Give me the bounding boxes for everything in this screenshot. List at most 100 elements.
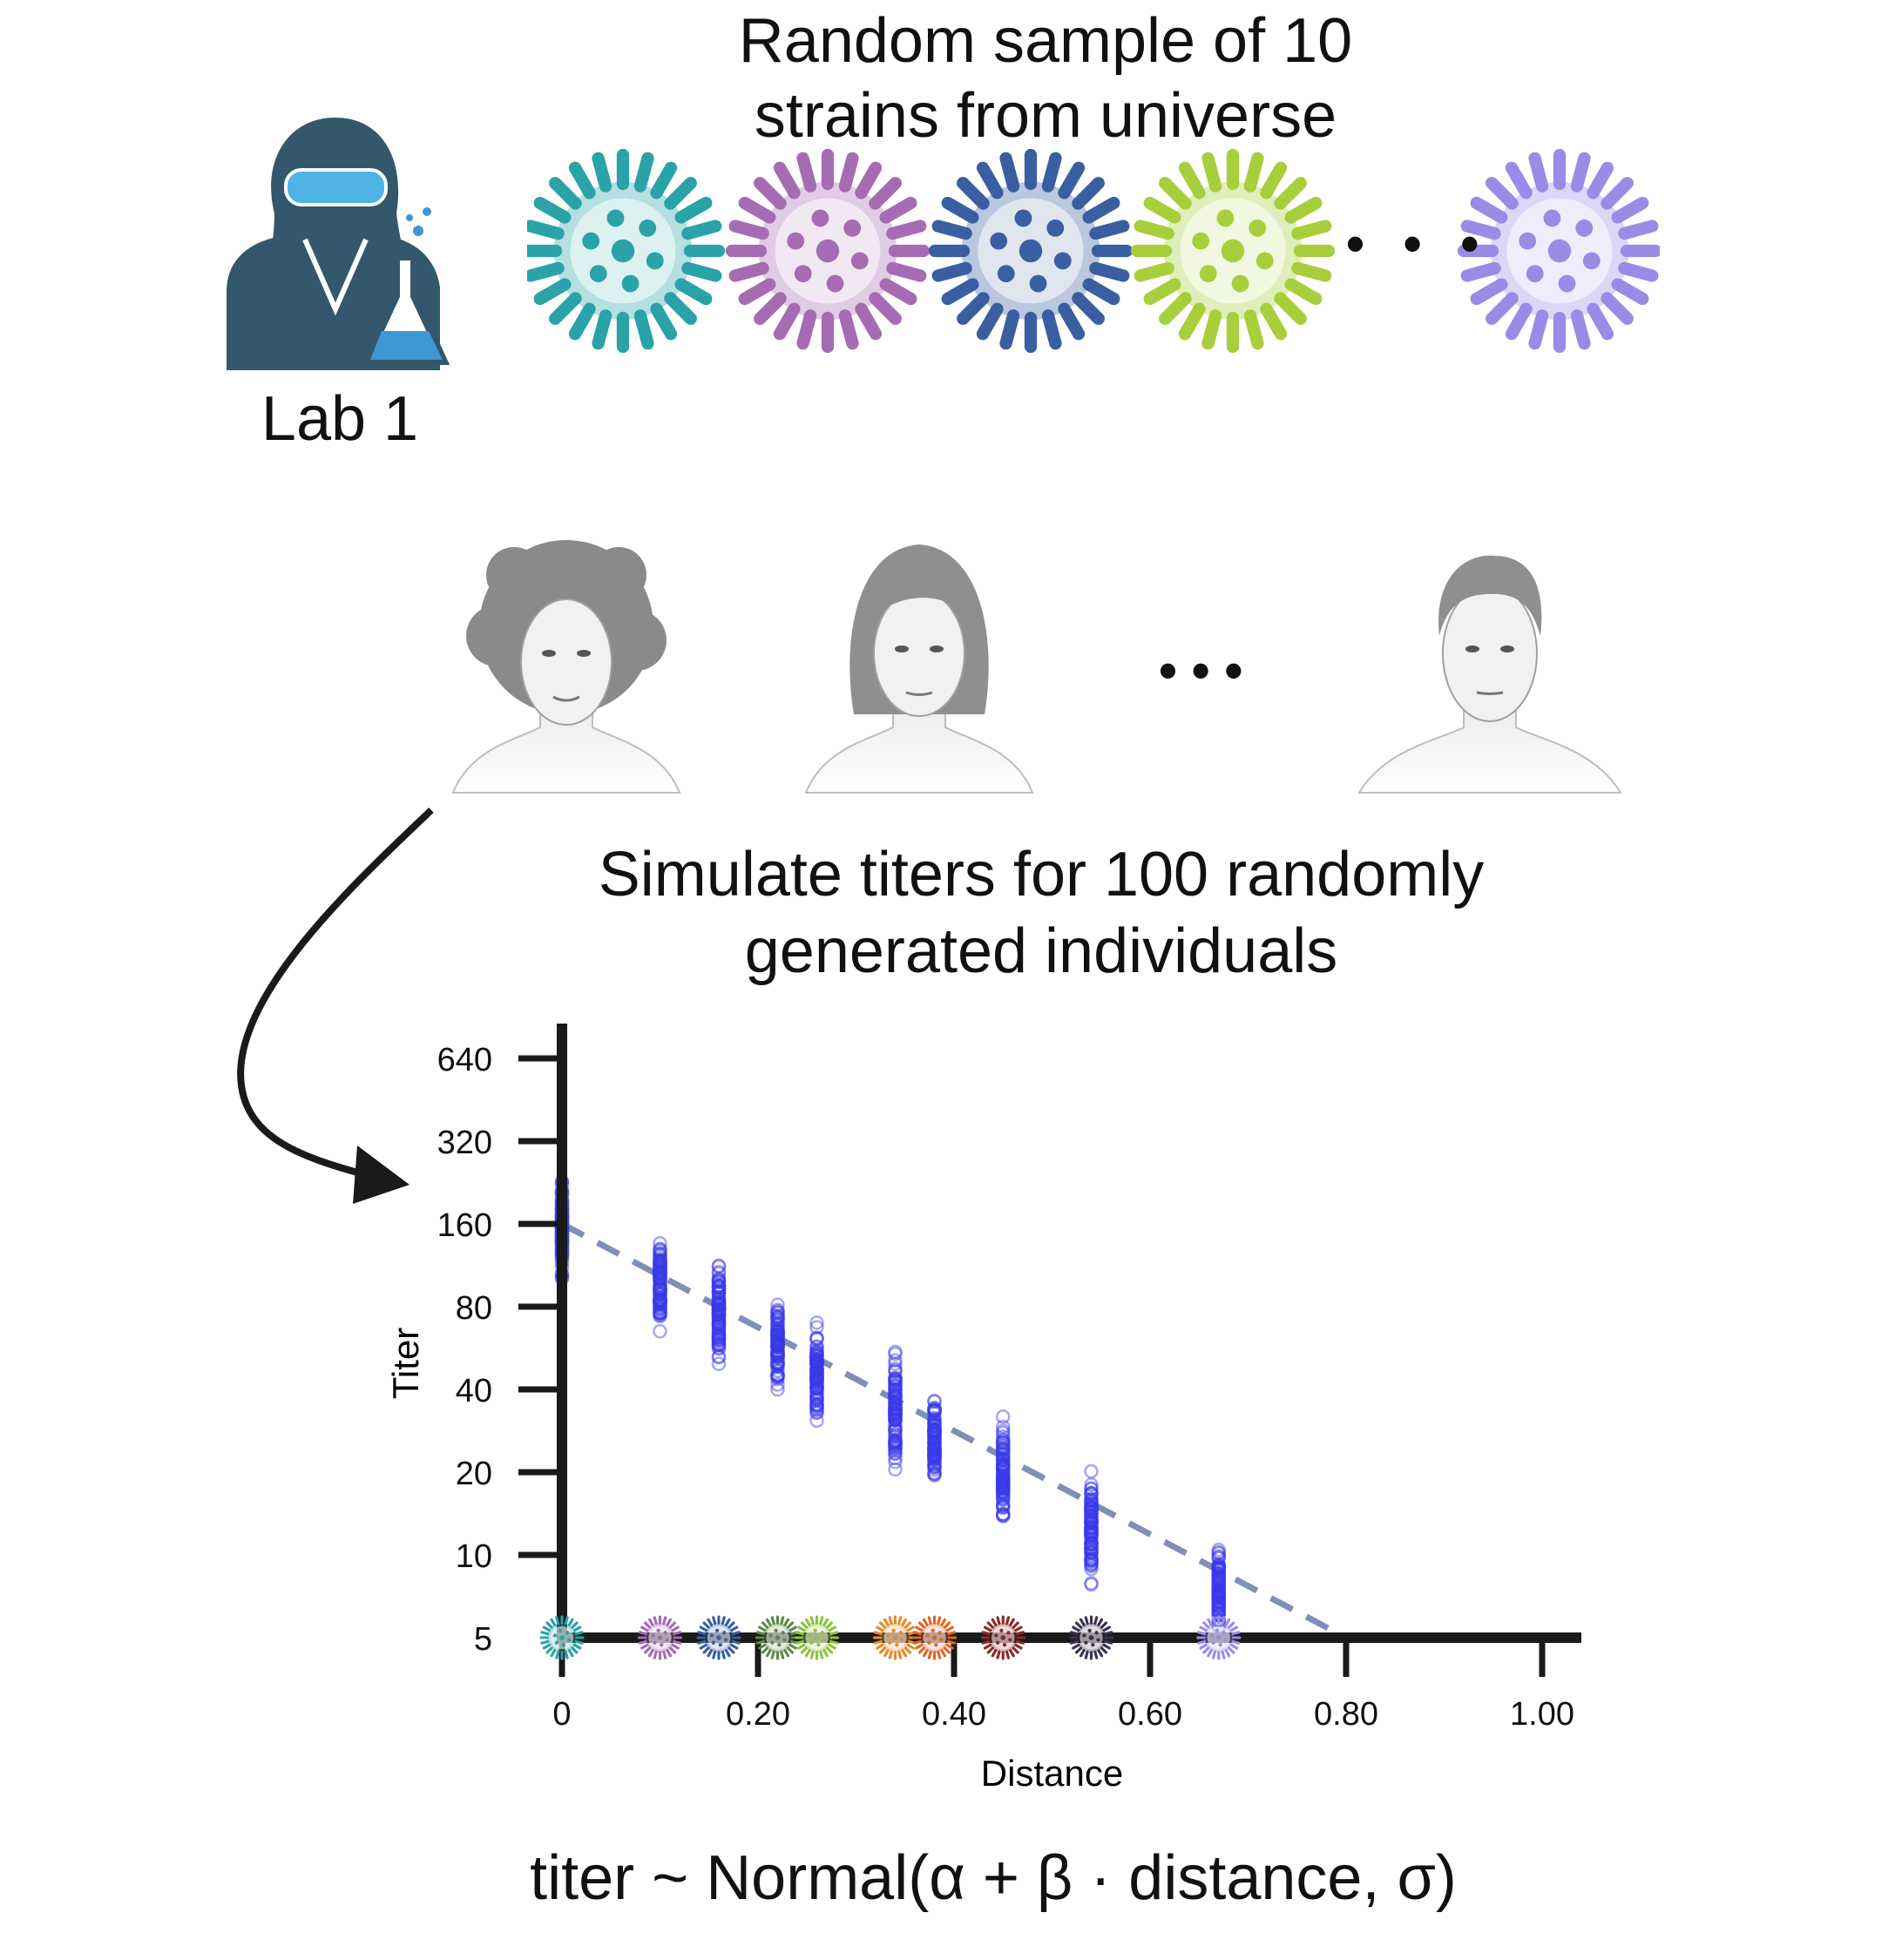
titer-point [711, 1317, 727, 1332]
titer-point [996, 1478, 1011, 1493]
titer-point [888, 1409, 903, 1424]
titer-point [927, 1448, 942, 1463]
strain-ellipsis: • • • [1346, 214, 1492, 273]
titer-point [711, 1286, 727, 1301]
titer-point [653, 1323, 667, 1339]
titer-point [770, 1318, 785, 1334]
titer-point [809, 1378, 824, 1393]
titer-point [927, 1419, 942, 1434]
titer-point [809, 1362, 824, 1376]
titer-point [770, 1331, 785, 1346]
titer-point [927, 1456, 942, 1470]
titer-point [711, 1307, 727, 1321]
title-line-2: strains from universe [754, 81, 1337, 151]
titer-point [711, 1334, 727, 1349]
titer-point [996, 1473, 1011, 1488]
titer-point [1211, 1551, 1226, 1566]
virus-strain-3-icon [928, 148, 1134, 354]
titer-point [996, 1477, 1011, 1492]
titer-point [770, 1354, 785, 1369]
titer-point [711, 1312, 727, 1327]
titer-point [927, 1423, 942, 1437]
titer-point [809, 1402, 824, 1417]
titer-point [888, 1389, 903, 1405]
titer-point [996, 1429, 1011, 1444]
titer-point [888, 1405, 903, 1421]
titer-point [770, 1305, 785, 1320]
titer-point [888, 1409, 903, 1423]
titer-point [770, 1327, 785, 1342]
titer-point [809, 1351, 824, 1367]
titer-point [1084, 1497, 1099, 1512]
titer-point [809, 1362, 824, 1377]
titer-point [809, 1389, 824, 1405]
titer-point [653, 1306, 667, 1321]
titer-point [996, 1459, 1011, 1474]
titer-point [770, 1328, 785, 1344]
titer-point [1084, 1520, 1099, 1536]
titer-point [809, 1381, 824, 1396]
titer-point [888, 1419, 903, 1434]
titer-point [711, 1285, 727, 1300]
titer-point [1211, 1574, 1226, 1589]
titer-point [809, 1369, 824, 1385]
titer-point [809, 1355, 824, 1370]
titer-point [809, 1371, 824, 1386]
titer-point [711, 1279, 727, 1294]
x-tick-label: 0 [552, 1696, 571, 1733]
titer-point [1211, 1571, 1226, 1586]
titer-point [888, 1412, 903, 1428]
titer-point [1211, 1580, 1226, 1596]
titer-point [1211, 1542, 1226, 1558]
titer-point [1084, 1524, 1099, 1539]
titer-point [996, 1471, 1011, 1486]
titer-point [711, 1281, 727, 1297]
titer-point [1211, 1592, 1226, 1608]
titer-point [809, 1352, 824, 1367]
titer-point [809, 1330, 824, 1345]
titer-point [1211, 1588, 1226, 1603]
titer-point [1211, 1584, 1226, 1598]
titer-point [996, 1474, 1011, 1490]
titer-point [888, 1377, 903, 1392]
titer-point [1211, 1544, 1226, 1560]
titer-point [927, 1443, 942, 1458]
titer-point [1084, 1501, 1099, 1516]
titer-point [653, 1293, 667, 1308]
titer-point [770, 1324, 785, 1340]
titer-point [1211, 1570, 1226, 1585]
titer-point [653, 1271, 667, 1287]
titer-point [711, 1293, 727, 1308]
titer-point [711, 1341, 727, 1355]
titer-point [711, 1271, 727, 1287]
titer-point [653, 1262, 667, 1278]
titer-point [888, 1380, 903, 1396]
titer-point [711, 1305, 727, 1320]
titer-point [1084, 1577, 1099, 1592]
titer-point [1211, 1590, 1226, 1605]
titer-point [770, 1352, 785, 1367]
titer-point [653, 1260, 667, 1274]
titer-point [653, 1242, 667, 1257]
titer-point [711, 1291, 727, 1307]
titer-point [996, 1474, 1011, 1490]
titer-point [770, 1377, 785, 1392]
titer-point [1084, 1499, 1099, 1515]
titer-point [1211, 1583, 1226, 1598]
titer-point [1211, 1571, 1226, 1585]
titer-point [809, 1370, 824, 1386]
titer-point [711, 1356, 727, 1371]
titer-point [927, 1429, 942, 1444]
titer-point [770, 1348, 785, 1363]
titer-point [888, 1405, 903, 1421]
titer-point [888, 1397, 903, 1412]
titer-point [1084, 1518, 1099, 1533]
titer-point [653, 1254, 667, 1268]
titer-point [1211, 1550, 1226, 1565]
strain-marker-10-icon [1196, 1615, 1242, 1660]
titer-point [653, 1258, 667, 1273]
titer-point [927, 1400, 942, 1416]
titer-point [711, 1310, 727, 1325]
titer-point [809, 1365, 824, 1380]
titer-point [888, 1438, 903, 1453]
